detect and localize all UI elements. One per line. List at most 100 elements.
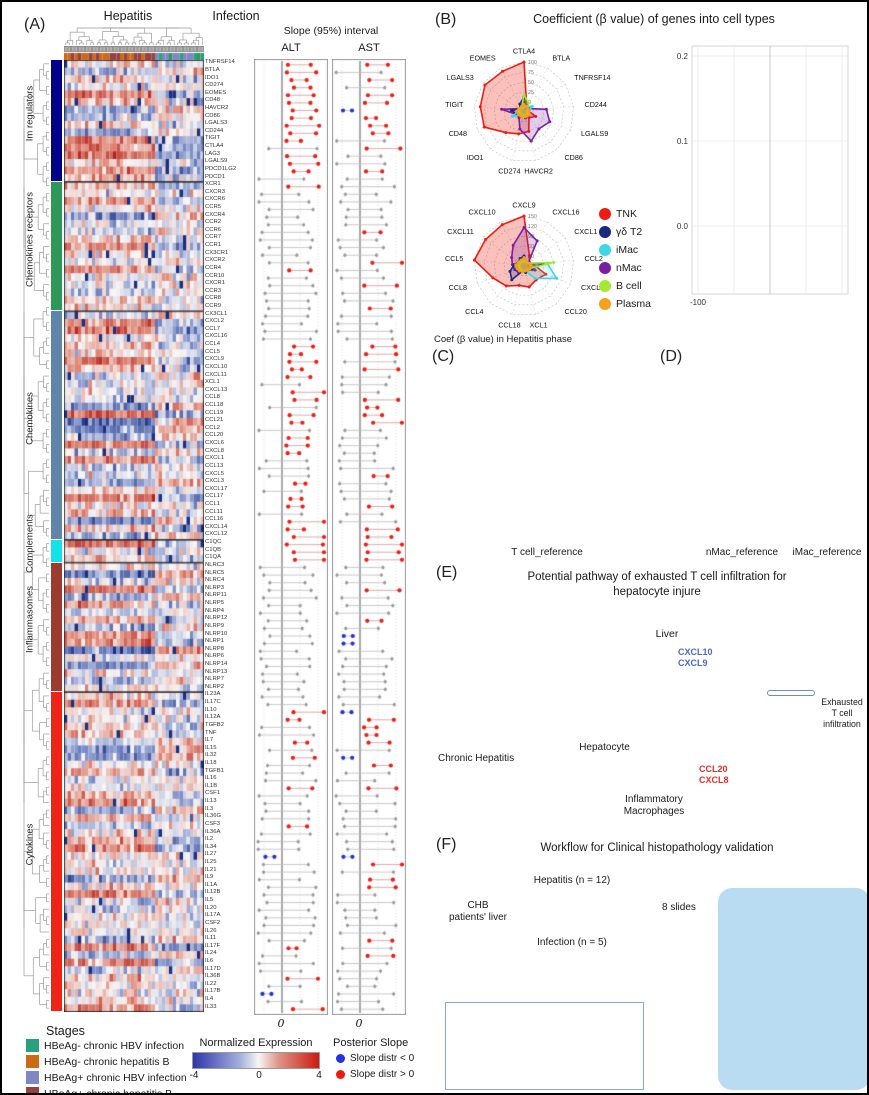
gene-label: IDO1 [205,74,219,81]
colorbar-tick: 0 [256,1070,262,1081]
gene-label: NLRC4 [205,577,225,584]
gene-label: IL1A [205,881,218,888]
liver-label: Liver [655,628,679,640]
radar-axis-label: CXCL1 [574,227,597,236]
cell-legend-item: nMac [599,262,651,274]
gene-label: TNFRSF14 [205,59,235,66]
gene-label: CD86 [205,112,221,119]
col-group-hepatitis: Hepatitis [103,9,153,23]
cell-legend-label: γδ T2 [616,226,643,238]
radar-axis-label: IDO1 [467,153,484,162]
chb-liver-label: CHB patients' liver [436,900,520,924]
radar-ring-label: 150 [528,214,537,220]
radar-chart-im-regulators: CTLA4 BTLA TNFRSF14 CD244 LGALS9 CD86 HAVCR2 CD… [445,47,610,176]
y-tick: 0.1 [677,137,689,146]
posterior-label: Slope distr > 0 [350,1069,415,1080]
radar-axis-label: LGALS3 [447,73,474,82]
radar-axis-label: CXCL11 [447,227,474,236]
gene-label: CCL8 [205,394,221,401]
stage-label: HBeAg- chronic hepatitis B [44,1055,170,1068]
gene-label: IL17B [205,988,221,995]
radar-axis-label: CXCL8 [581,283,604,292]
gene-label: CCL1 [205,501,221,508]
ast-zero-label: 0 [355,1017,363,1030]
gene-label: IL4 [205,996,214,1003]
radar-axis-label: CCL8 [449,283,467,292]
row-category-swatch [51,60,62,181]
gene-label: NLRP7 [205,676,224,683]
gene-label: TGFB2 [205,721,224,728]
gene-label: NLRP5 [205,600,224,607]
cell-legend-dot [599,226,611,238]
gene-label: CCL16 [205,516,224,523]
stage-legend-item: HBeAg+ chronic HBV infection [26,1071,187,1084]
gene-label: IL27 [205,851,217,858]
cell-legend-label: nMac [616,262,642,274]
hepatitis-n-label: Hepatitis (n = 12) [533,875,611,886]
gene-label: CCR5 [205,204,222,210]
radar-axis-label: CTLA4 [513,47,535,56]
gene-label: CCR3 [205,287,222,294]
gene-label: NLRP14 [205,660,228,667]
gene-label: TNF [205,729,217,736]
radar-axis-label: CXCL16 [552,207,579,216]
stage-legend-item: HBeAg- chronic HBV infection [26,1039,187,1052]
infection-n-label: Infection (n = 5) [537,937,607,948]
gene-label: NLRP1 [205,638,224,645]
gene-label: NLRP13 [205,668,228,675]
col-group-infection: Infection [212,9,260,23]
gene-label: CXCR3 [205,188,225,195]
gene-label: NLRP6 [205,653,224,660]
radar-axis-label: CCL18 [498,321,520,330]
gene-label: IL6 [205,957,214,964]
slope-dotplot-alt [254,59,328,1015]
gene-label: CXCL1 [205,455,224,462]
gene-label: CCR2 [205,219,222,226]
gene-label: PDCD1 [205,173,225,180]
gene-label: IL12B [205,889,221,896]
gene-label: IL18 [205,759,217,766]
panel-c-label: (C) [432,348,455,365]
exhaustion-gene-box [767,690,815,696]
row-category-label-text: Cytokines [24,823,36,866]
panel-b-title: Coefficient (β value) of genes into cell… [533,12,775,26]
gene-label: IL36B [205,973,221,980]
radar-axis-label: CD86 [564,153,582,162]
gene-label: CCL13 [205,462,224,469]
gene-label: IL3 [205,805,214,812]
gene-label: CXCL5 [205,470,224,477]
gene-label: IL21 [205,866,217,873]
gene-label: LGALS3 [205,120,228,127]
panel-e-title-line1: Potential pathway of exhausted T cell in… [527,571,787,583]
radar-axis-label: CCL5 [445,254,463,263]
gene-label: CCL7 [205,325,221,332]
cell-legend-label: iMac [616,244,639,256]
gene-label: NLRP12 [205,615,228,622]
expression-legend-title: Normalized Expression [199,1037,313,1049]
stage-legend-item: HBeAg+ chronic hepatitis B [26,1087,187,1093]
gene-label: CD48 [205,97,221,104]
gene-label: CCR10 [205,272,225,279]
expression-colorbar [192,1052,320,1069]
gene-label: NLRP11 [205,592,227,599]
gene-label: CXCL12 [205,531,228,538]
column-dendrogram [65,27,203,45]
posterior-label: Slope distr < 0 [350,1053,415,1064]
panel-e-title-line2: hepatocyte injure [613,586,701,598]
gene-label: CCL4 [205,341,221,348]
chemokine-up-blue: CXCL10 CXCL9 [678,647,730,669]
gene-label: LGALS9 [205,158,228,165]
gene-label: IL15 [205,744,217,751]
row-category-label-text: Inflammasomes [24,586,36,654]
gene-label: IL33 [205,1003,217,1010]
radar-ring-label: 90 [528,234,534,240]
gene-label: IL26 [205,927,217,934]
radar-ring-label: 100 [528,60,537,66]
gene-label: IL17D [205,965,221,972]
panel-d-xlabel-imac: iMac_reference [792,547,862,558]
exhausted-line1: Exhausted [821,697,863,707]
gene-label: IL34 [205,843,217,850]
stage-swatch [26,1039,39,1052]
chemokine-up-red: CCL20 CXCL8 [699,764,751,786]
radar-axis-label: CCL4 [465,307,483,316]
